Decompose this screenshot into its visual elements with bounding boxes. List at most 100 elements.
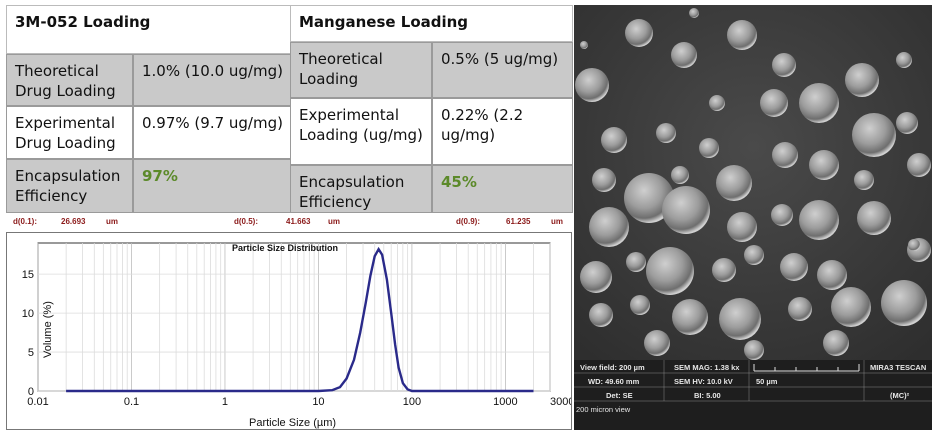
sem-info-bar [574, 360, 932, 430]
table-manganese-row1-label: Theoretical Loading [290, 42, 432, 98]
d09-unit: um [551, 217, 563, 226]
microsphere [908, 239, 920, 251]
sem-hv: SEM HV: 10.0 kV [674, 377, 733, 386]
particle-size-chart: 0 5 10 15 0.01 0.1 1 10 100 1000 3000 Particle Siz… [6, 232, 572, 430]
microsphere [656, 123, 676, 143]
sem-wd: WD: 49.60 mm [588, 377, 640, 386]
microsphere [712, 258, 736, 282]
x-tick-label: 3000 [550, 396, 571, 408]
d01-value: 26.693 [61, 217, 86, 226]
microsphere [580, 41, 588, 49]
microsphere [809, 150, 839, 180]
microsphere [625, 19, 653, 47]
y-tick-label: 0 [28, 386, 34, 398]
microsphere [852, 113, 896, 157]
table-manganese-row3-label: Encapsulation Efficiency [290, 165, 432, 213]
series-line [66, 246, 534, 393]
microsphere [626, 252, 646, 272]
y-tick-label: 5 [28, 347, 34, 359]
sem-scale-bar [753, 364, 860, 372]
sem-bi: BI: 5.00 [694, 391, 721, 400]
microsphere [727, 20, 757, 50]
microsphere [709, 95, 725, 111]
chart-title: Particle Size Distribution [232, 243, 338, 253]
x-tick-label: 0.01 [27, 396, 48, 408]
table-manganese-title: Manganese Loading [299, 13, 469, 31]
sem-caption: 200 micron view [576, 405, 631, 414]
table-3m052-row2-label: Experimental Drug Loading [6, 106, 133, 159]
microsphere [699, 138, 719, 158]
table-manganese-row2-label: Experimental Loading (ug/mg) [290, 98, 432, 165]
microsphere [788, 297, 812, 321]
microsphere [719, 298, 761, 340]
microsphere [857, 201, 891, 235]
microsphere [823, 330, 849, 356]
microsphere [644, 330, 670, 356]
microsphere [760, 89, 788, 117]
microsphere [896, 52, 912, 68]
y-tick-label: 10 [22, 308, 34, 320]
d05-label: d(0.5): [234, 217, 258, 226]
d-values-line: d(0.1): 26.693 um d(0.5): 41.663 um d(0.… [6, 214, 573, 230]
microsphere [671, 42, 697, 68]
sem-mc: (MC)² [890, 391, 910, 400]
microsphere [799, 200, 839, 240]
microsphere [854, 170, 874, 190]
microsphere [881, 280, 927, 326]
microsphere [907, 153, 931, 177]
x-tick-label: 10 [312, 396, 324, 408]
microsphere [831, 287, 871, 327]
microsphere [772, 53, 796, 77]
table-3m052-row3-label: Encapsulation Efficiency [6, 159, 133, 213]
d09-label: d(0.9): [456, 217, 480, 226]
sem-det: Det: SE [606, 391, 633, 400]
d09-value: 61.235 [506, 217, 531, 226]
microsphere [671, 166, 689, 184]
microsphere [580, 261, 612, 293]
sem-micrograph: View field: 200 µm SEM MAG: 1.38 kx MIRA… [574, 5, 932, 430]
table-manganese-row3-value: 45% [432, 165, 573, 213]
sem-image [574, 5, 932, 430]
microsphere [727, 212, 757, 242]
microsphere [799, 83, 839, 123]
microsphere [817, 260, 847, 290]
x-tick-label: 1000 [493, 396, 517, 408]
microsphere [630, 295, 650, 315]
chart-ylabel: Volume (%) [42, 301, 54, 358]
microsphere [592, 168, 616, 192]
microsphere [780, 253, 808, 281]
microsphere [662, 186, 710, 234]
microsphere [601, 127, 627, 153]
x-tick-label: 0.1 [124, 396, 139, 408]
microsphere [672, 299, 708, 335]
d01-label: d(0.1): [13, 217, 37, 226]
microsphere [646, 247, 694, 295]
table-3m052-row1-label: Theoretical Drug Loading [6, 54, 133, 106]
microsphere [589, 207, 629, 247]
d01-unit: um [106, 217, 118, 226]
microsphere [771, 204, 793, 226]
d05-value: 41.663 [286, 217, 311, 226]
chart-xlabel: Particle Size (µm) [249, 417, 336, 429]
microsphere [624, 173, 674, 223]
x-tick-label: 100 [403, 396, 421, 408]
table-manganese-row2-value: 0.22% (2.2 ug/mg) [432, 98, 573, 165]
chart-svg: 0 5 10 15 0.01 0.1 1 10 100 1000 3000 Particle Siz… [22, 242, 571, 429]
table-3m052-title: 3M-052 Loading [15, 13, 151, 31]
sem-brand: MIRA3 TESCAN [870, 363, 927, 372]
table-manganese-row1-value: 0.5% (5 ug/mg) [432, 42, 573, 98]
microsphere [589, 303, 613, 327]
chart-plot-frame [37, 242, 551, 392]
sem-view-field: View field: 200 µm [580, 363, 645, 372]
sem-scale-label: 50 µm [756, 377, 778, 386]
microsphere [575, 68, 609, 102]
x-tick-label: 1 [222, 396, 228, 408]
microsphere [772, 142, 798, 168]
d05-unit: um [328, 217, 340, 226]
microsphere [896, 112, 918, 134]
microsphere [689, 8, 699, 18]
table-manganese: Manganese Loading Theoretical Loading 0.… [290, 5, 573, 213]
table-manganese-title-cell: Manganese Loading [290, 5, 573, 42]
microsphere [716, 165, 752, 201]
microsphere [744, 245, 764, 265]
